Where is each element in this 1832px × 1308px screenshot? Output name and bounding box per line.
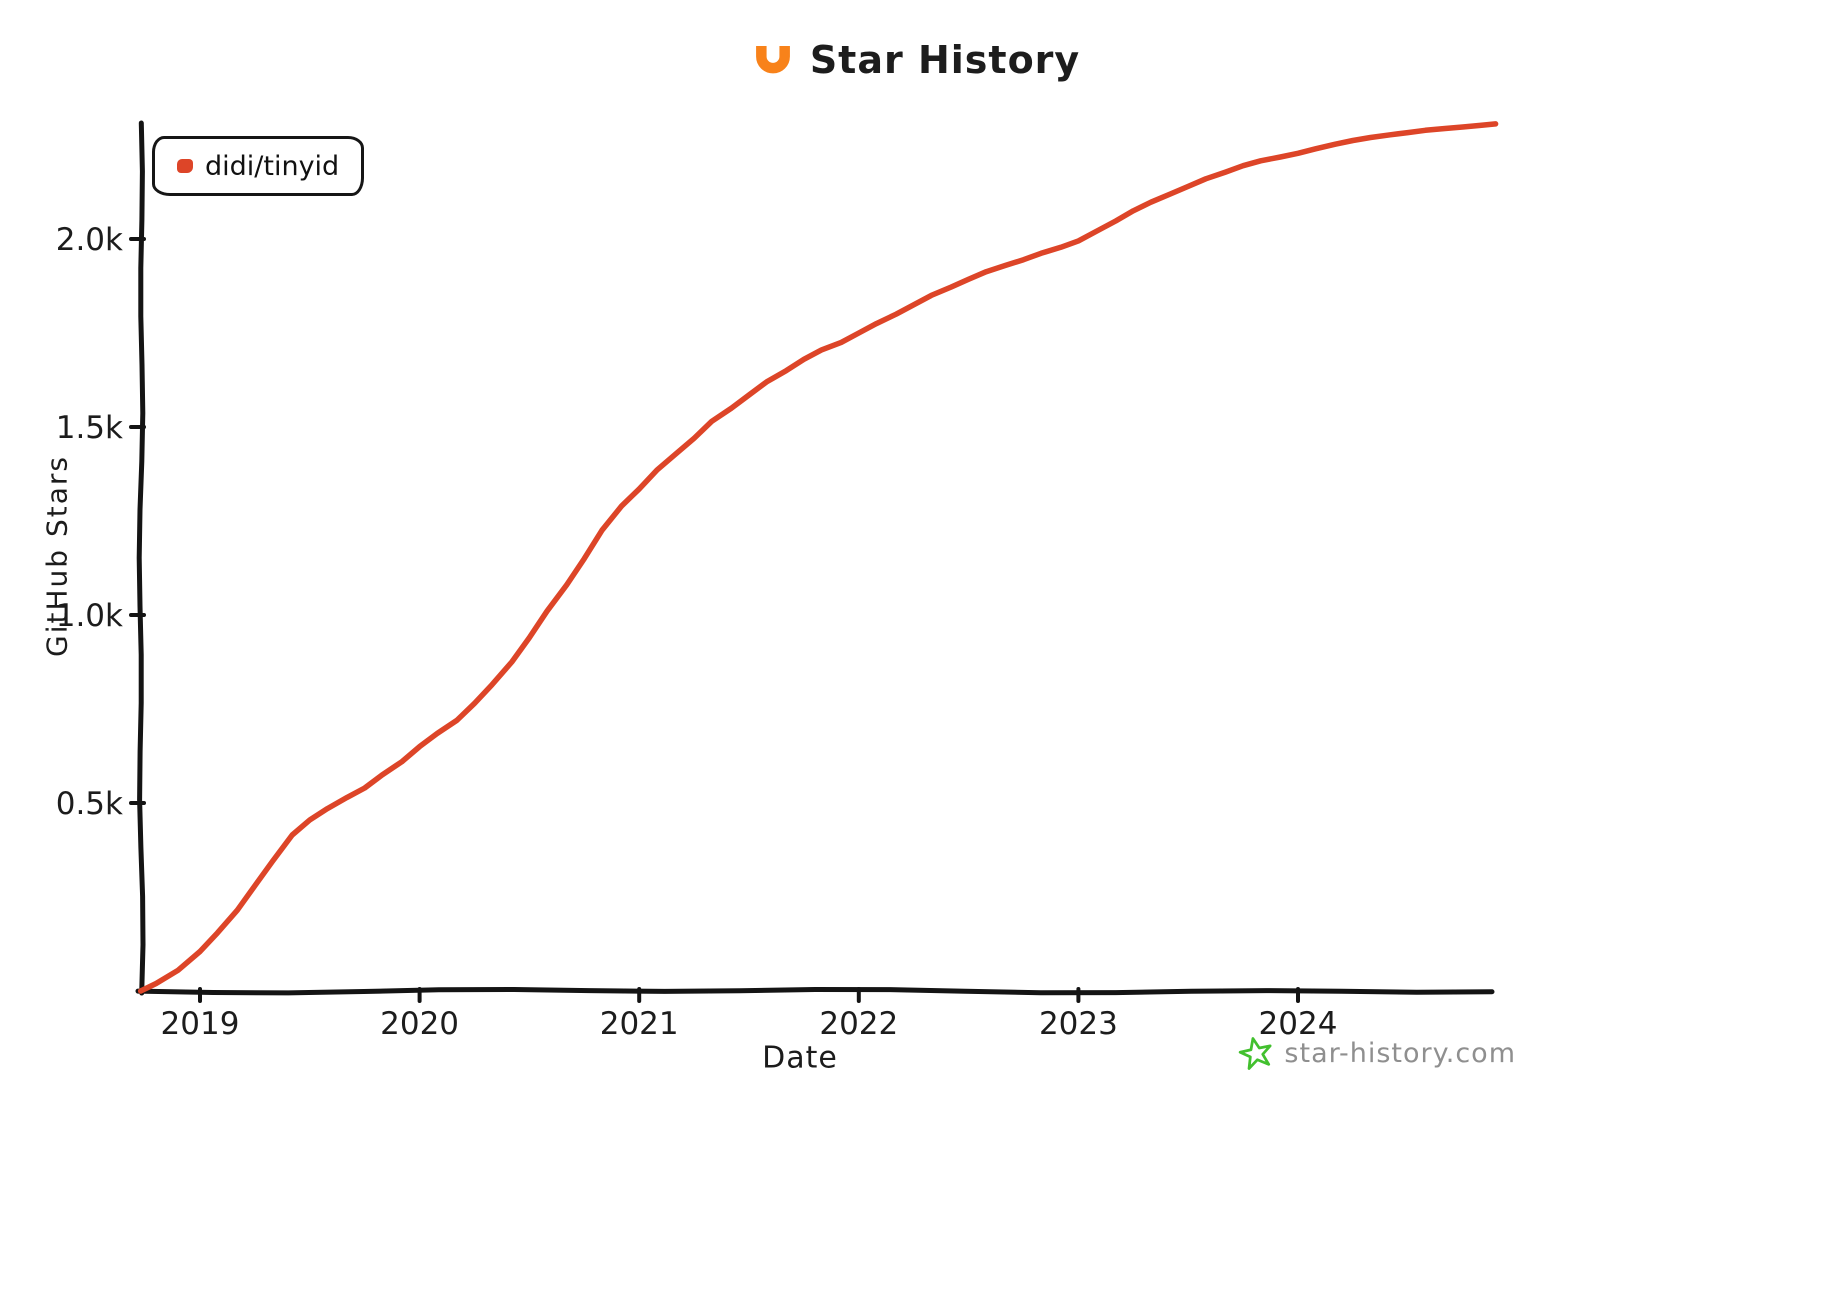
legend: didi/tinyid [152,136,365,196]
x-tick-label: 2021 [600,1006,679,1042]
star-history-logo-icon [755,45,790,74]
y-tick-label: 0.5k [56,786,123,822]
legend-series-marker [177,159,193,173]
x-axis-title: Date [762,1040,838,1076]
y-tick-label: 1.5k [56,410,123,446]
series-line-didi-tinyid [137,121,1499,994]
y-axis-title: GitHub Stars [40,455,74,657]
watermark-star-icon [1239,1037,1272,1070]
page-title: Star History [809,38,1081,82]
y-tick-label: 2.0k [56,222,123,258]
watermark-text: star-history.com [1284,1037,1516,1069]
page-title-row: Star History [0,34,1832,86]
watermark: star-history.com [1238,1032,1516,1074]
y-axis-line [136,120,146,996]
x-tick-label: 2024 [1259,1006,1338,1042]
x-tick-label: 2019 [161,1006,240,1042]
x-tick-label: 2022 [819,1006,898,1042]
x-axis-line [135,986,1495,996]
legend-series-label: didi/tinyid [205,150,340,182]
x-tick-label: 2023 [1039,1006,1118,1042]
y-tick-label: 1.0k [56,598,123,634]
x-tick-label: 2020 [380,1006,459,1042]
